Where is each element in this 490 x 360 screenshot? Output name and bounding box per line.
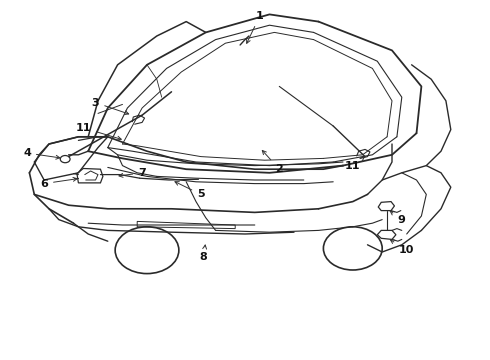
Text: 1: 1	[246, 11, 264, 43]
Text: 2: 2	[262, 150, 283, 174]
Text: 5: 5	[175, 182, 205, 199]
Text: 11: 11	[345, 157, 364, 171]
Text: 3: 3	[92, 98, 129, 114]
Text: 11: 11	[75, 123, 121, 140]
Text: 8: 8	[199, 245, 207, 262]
Text: 7: 7	[119, 168, 146, 178]
Text: 10: 10	[391, 240, 415, 255]
Text: 4: 4	[23, 148, 60, 159]
Text: 6: 6	[40, 177, 77, 189]
Text: 9: 9	[390, 211, 406, 225]
